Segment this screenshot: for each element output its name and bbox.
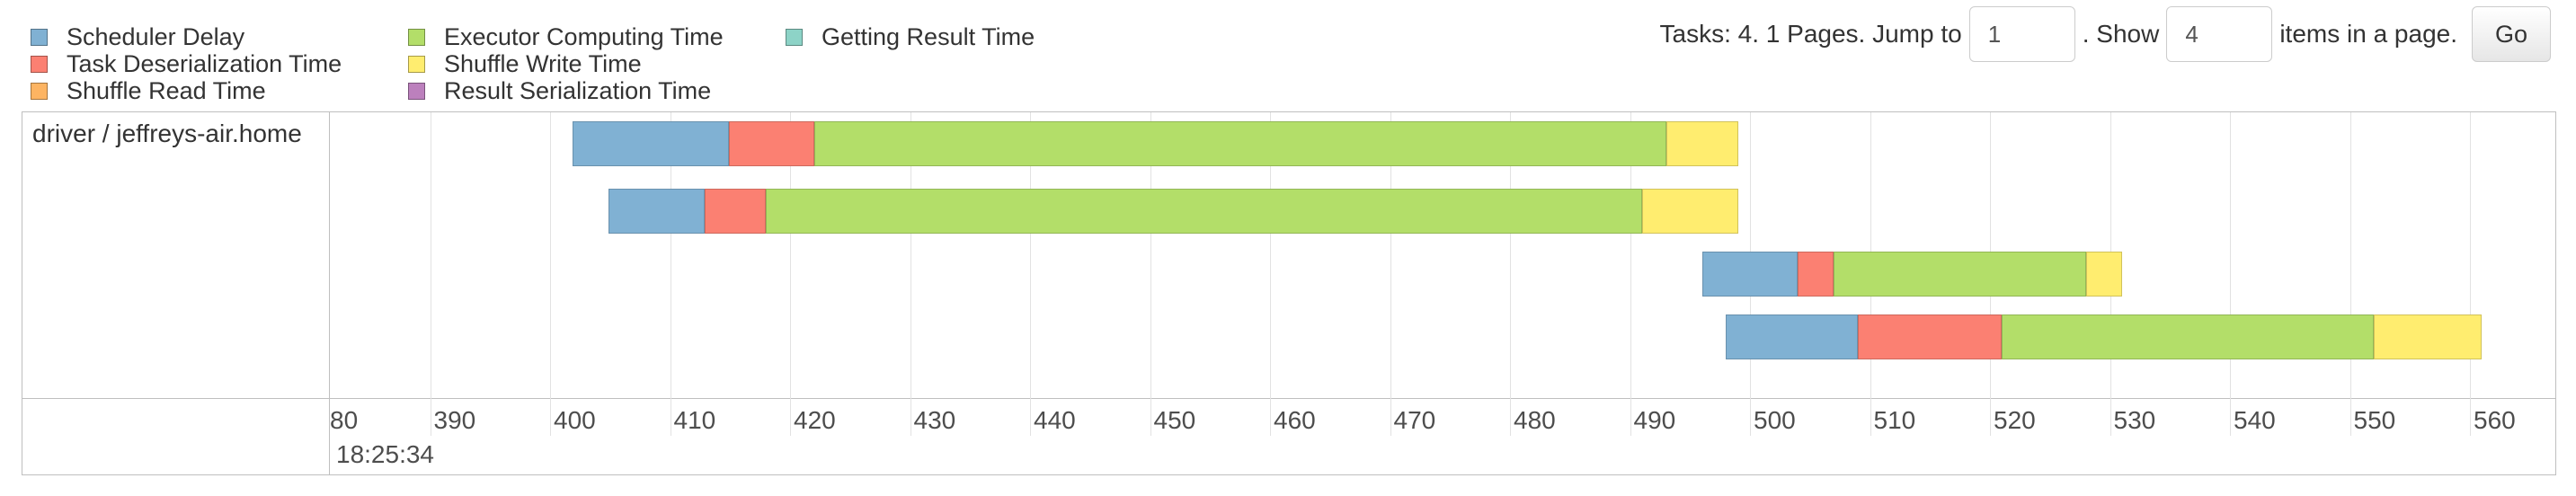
axis-tick-label: 450 [1153, 406, 1196, 434]
task-bar[interactable] [608, 189, 1738, 234]
page-size-input[interactable] [2166, 6, 2273, 62]
legend-swatch [31, 56, 48, 73]
items-per-page-text: items in a page. [2279, 20, 2457, 48]
task-segment [573, 121, 729, 166]
task-segment [1666, 121, 1738, 166]
axis-tick-label: 510 [1873, 406, 1916, 434]
task-segment [728, 121, 814, 166]
axis-tick-label: 410 [673, 406, 716, 434]
axis-tick-label: 460 [1274, 406, 1316, 434]
axis-tick-label: 560 [2474, 406, 2516, 434]
task-segment [1858, 314, 2003, 359]
grid-line [1030, 112, 1031, 436]
task-segment [1641, 189, 1738, 234]
task-segment [2002, 314, 2375, 359]
legend-label: Task Deserialization Time [67, 50, 342, 77]
grid-line [1150, 112, 1151, 436]
grid-line [910, 112, 911, 436]
go-button[interactable]: Go [2472, 6, 2551, 62]
legend-label: Shuffle Write Time [444, 50, 642, 77]
task-segment [2374, 314, 2483, 359]
legend-swatch [408, 29, 425, 46]
axis-tick-label: 430 [913, 406, 956, 434]
legend-swatch [786, 29, 803, 46]
legend-swatch [408, 56, 425, 73]
task-segment [2085, 252, 2122, 297]
grid-line [1630, 112, 1631, 436]
grid-line [550, 112, 551, 436]
axis-tick-label: 530 [2113, 406, 2156, 434]
task-segment [1726, 314, 1859, 359]
axis-minor-label: 18:25:34 [336, 440, 434, 468]
task-segment [1798, 252, 1834, 297]
task-segment [1701, 252, 1799, 297]
task-segment [705, 189, 767, 234]
legend-label: Executor Computing Time [444, 23, 724, 50]
axis-tick-label: 480 [1514, 406, 1556, 434]
executor-group-label: driver / jeffreys-air.home [32, 120, 302, 147]
axis-tick-label: 80 [330, 406, 359, 434]
axis-tick-label: 540 [2234, 406, 2276, 434]
grid-line [1510, 112, 1511, 436]
grid-line [1390, 112, 1391, 436]
event-timeline[interactable]: driver / jeffreys-air.home 18:25:34 80 39… [22, 111, 2556, 475]
grid-line [2230, 112, 2231, 436]
task-bar[interactable] [1726, 314, 2483, 359]
grid-line [2349, 112, 2351, 436]
grid-line [2470, 112, 2471, 436]
axis-tick-label: 550 [2353, 406, 2396, 434]
task-segment [1834, 252, 2086, 297]
legend-label: Getting Result Time [822, 23, 1035, 50]
legend-label: Shuffle Read Time [67, 77, 266, 104]
legend-swatch [31, 83, 48, 100]
axis-tick-label: 400 [554, 406, 596, 434]
grid-line [1270, 112, 1271, 436]
axis-tick-label: 390 [433, 406, 476, 434]
task-bar[interactable] [573, 121, 1738, 166]
legend-label: Scheduler Delay [67, 23, 245, 50]
axis-tick-label: 490 [1633, 406, 1676, 434]
axis-tick-label: 440 [1034, 406, 1076, 434]
task-segment [813, 121, 1666, 166]
grid-line [790, 112, 791, 436]
legend-label: Result Serialization Time [444, 77, 712, 104]
show-text: . Show [2082, 20, 2160, 48]
task-segment [608, 189, 706, 234]
group-label-column: driver / jeffreys-air.home [22, 112, 330, 474]
timeline-plot-area[interactable]: 18:25:34 80 390 400 410 420 430 440 450 460 470 48… [330, 112, 2555, 474]
axis-tick-label: 470 [1393, 406, 1436, 434]
axis-tick-label: 500 [1754, 406, 1796, 434]
page-number-input[interactable] [1968, 6, 2075, 62]
axis-divider [22, 398, 2555, 399]
legend-swatch [408, 83, 425, 100]
tasks-summary-text: Tasks: 4. 1 Pages. Jump to [1659, 20, 1962, 48]
legend-swatch [31, 29, 48, 46]
pagination-form: Tasks: 4. 1 Pages. Jump to . Show items … [1653, 5, 2551, 63]
axis-tick-label: 420 [794, 406, 836, 434]
axis-tick-label: 520 [1994, 406, 2036, 434]
task-segment [766, 189, 1642, 234]
task-bar[interactable] [1701, 252, 2122, 297]
